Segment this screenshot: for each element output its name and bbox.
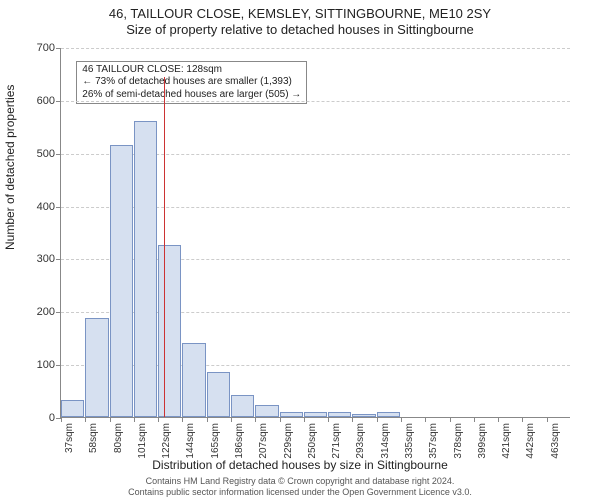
marker-line	[164, 77, 165, 417]
x-tick-label: 229sqm	[283, 423, 294, 459]
x-tick-label: 293sqm	[355, 423, 366, 459]
x-tick-label: 250sqm	[307, 423, 318, 459]
x-tick-mark	[425, 417, 426, 422]
y-tick-label: 700	[37, 42, 55, 54]
x-tick-mark	[182, 417, 183, 422]
y-tick-label: 0	[49, 412, 55, 424]
chart-title-line1: 46, TAILLOUR CLOSE, KEMSLEY, SITTINGBOUR…	[0, 6, 600, 21]
histogram-bar	[377, 412, 400, 417]
x-tick-mark	[304, 417, 305, 422]
y-axis-label: Number of detached properties	[3, 85, 17, 250]
x-tick-label: 442sqm	[525, 423, 536, 459]
x-tick-label: 37sqm	[64, 423, 75, 453]
plot-area: 46 TAILLOUR CLOSE: 128sqm ← 73% of detac…	[60, 48, 570, 418]
x-tick-mark	[474, 417, 475, 422]
y-tick-label: 100	[37, 359, 55, 371]
x-tick-label: 421sqm	[501, 423, 512, 459]
footer-line-1: Contains HM Land Registry data © Crown c…	[0, 476, 600, 487]
histogram-bar	[182, 343, 205, 417]
annotation-line-3: 26% of semi-detached houses are larger (…	[82, 89, 301, 102]
footer-line-2: Contains public sector information licen…	[0, 487, 600, 498]
x-tick-mark	[401, 417, 402, 422]
x-tick-label: 463sqm	[550, 423, 561, 459]
x-tick-mark	[280, 417, 281, 422]
y-tick-label: 500	[37, 148, 55, 160]
y-tick-mark	[56, 259, 61, 260]
x-tick-mark	[352, 417, 353, 422]
y-tick-mark	[56, 312, 61, 313]
y-tick-mark	[56, 48, 61, 49]
chart-title-block: 46, TAILLOUR CLOSE, KEMSLEY, SITTINGBOUR…	[0, 0, 600, 37]
histogram-bar	[352, 414, 375, 417]
y-tick-mark	[56, 101, 61, 102]
annotation-line-2: ← 73% of detached houses are smaller (1,…	[82, 76, 301, 89]
histogram-bar	[231, 395, 254, 417]
x-tick-label: 144sqm	[185, 423, 196, 459]
x-tick-mark	[377, 417, 378, 422]
chart-title-line2: Size of property relative to detached ho…	[0, 22, 600, 37]
x-tick-mark	[158, 417, 159, 422]
x-tick-mark	[255, 417, 256, 422]
x-tick-mark	[522, 417, 523, 422]
x-tick-label: 399sqm	[477, 423, 488, 459]
x-tick-label: 335sqm	[404, 423, 415, 459]
y-tick-mark	[56, 207, 61, 208]
x-tick-mark	[207, 417, 208, 422]
x-tick-mark	[231, 417, 232, 422]
y-tick-label: 300	[37, 253, 55, 265]
histogram-bar	[134, 121, 157, 417]
y-tick-label: 200	[37, 306, 55, 318]
x-tick-label: 314sqm	[380, 423, 391, 459]
x-tick-mark	[110, 417, 111, 422]
histogram-bar	[328, 412, 351, 417]
chart-container: 46, TAILLOUR CLOSE, KEMSLEY, SITTINGBOUR…	[0, 0, 600, 500]
x-tick-mark	[61, 417, 62, 422]
gridline-h	[61, 101, 570, 102]
x-tick-label: 357sqm	[428, 423, 439, 459]
y-tick-mark	[56, 154, 61, 155]
x-tick-label: 165sqm	[210, 423, 221, 459]
footer-attribution: Contains HM Land Registry data © Crown c…	[0, 476, 600, 498]
x-tick-label: 378sqm	[453, 423, 464, 459]
x-tick-mark	[547, 417, 548, 422]
gridline-h	[61, 48, 570, 49]
x-tick-mark	[450, 417, 451, 422]
x-tick-mark	[85, 417, 86, 422]
x-axis-label: Distribution of detached houses by size …	[0, 458, 600, 472]
histogram-bar	[280, 412, 303, 417]
y-tick-label: 400	[37, 201, 55, 213]
x-tick-label: 122sqm	[161, 423, 172, 459]
x-tick-mark	[134, 417, 135, 422]
annotation-line-1: 46 TAILLOUR CLOSE: 128sqm	[82, 64, 301, 77]
histogram-bar	[255, 405, 278, 417]
histogram-bar	[110, 145, 133, 417]
annotation-box: 46 TAILLOUR CLOSE: 128sqm ← 73% of detac…	[76, 61, 307, 105]
x-tick-mark	[328, 417, 329, 422]
x-tick-label: 186sqm	[234, 423, 245, 459]
x-tick-mark	[498, 417, 499, 422]
histogram-bar	[207, 372, 230, 417]
y-tick-mark	[56, 365, 61, 366]
x-tick-label: 207sqm	[258, 423, 269, 459]
histogram-bar	[61, 400, 84, 417]
x-tick-label: 80sqm	[113, 423, 124, 453]
x-tick-label: 58sqm	[88, 423, 99, 453]
histogram-bar	[85, 318, 108, 417]
histogram-bar	[158, 245, 181, 417]
histogram-bar	[304, 412, 327, 417]
x-tick-label: 101sqm	[137, 423, 148, 459]
x-tick-label: 271sqm	[331, 423, 342, 459]
y-tick-label: 600	[37, 95, 55, 107]
